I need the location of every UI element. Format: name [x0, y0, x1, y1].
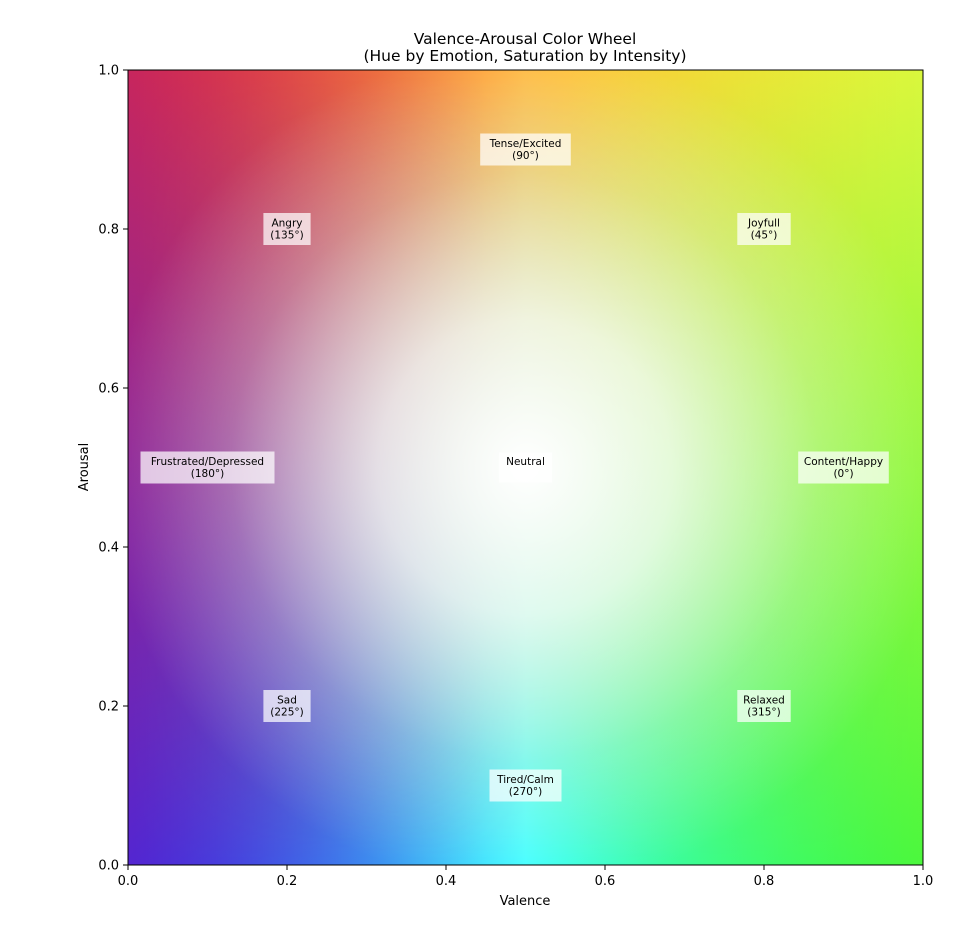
emotion-label-box	[480, 133, 571, 166]
emotion-label-name: Neutral	[506, 456, 545, 468]
emotion-label: Frustrated/Depressed(180°)	[140, 451, 275, 484]
emotion-label-angle: (315°)	[747, 707, 780, 719]
emotion-label-angle: (0°)	[833, 468, 853, 480]
emotion-label-angle: (90°)	[512, 150, 539, 162]
emotion-label: Sad(225°)	[263, 690, 311, 722]
emotion-label-box	[798, 451, 889, 484]
emotion-label-box	[737, 690, 791, 722]
emotion-label-angle: (270°)	[509, 786, 542, 798]
emotion-label: Neutral	[498, 452, 553, 483]
y-tick-label: 0.8	[98, 223, 119, 238]
emotion-label-angle: (180°)	[191, 468, 224, 480]
emotion-label: Content/Happy(0°)	[798, 451, 889, 484]
x-tick-label: 1.0	[913, 874, 934, 889]
y-tick-label: 0.2	[98, 700, 119, 715]
emotion-label-box	[498, 452, 553, 483]
x-tick-label: 0.4	[436, 874, 457, 889]
chart-title-line1: Valence-Arousal Color Wheel	[414, 30, 637, 48]
emotion-label-name: Tired/Calm	[496, 774, 554, 786]
emotion-annotations: Tense/Excited(90°) Angry(135°) Joyfull(45°…	[140, 133, 889, 802]
emotion-label-name: Tense/Excited	[489, 138, 562, 150]
y-tick-label: 0.0	[98, 859, 119, 874]
plot-frame	[127, 69, 924, 866]
emotion-label-box	[737, 213, 791, 245]
emotion-label: Angry(135°)	[263, 213, 311, 245]
y-tick-label: 1.0	[98, 64, 119, 79]
x-tick-label: 0.0	[118, 874, 139, 889]
x-tick-label: 0.8	[754, 874, 775, 889]
emotion-label-box	[263, 213, 311, 245]
y-axis-ticks: 0.0 0.2 0.4 0.6 0.8 1.0	[98, 64, 128, 874]
emotion-label-name: Relaxed	[743, 695, 785, 707]
emotion-label-box	[140, 451, 275, 484]
x-axis-label: Valence	[500, 894, 551, 909]
chart-title-line2: (Hue by Emotion, Saturation by Intensity…	[363, 47, 686, 65]
emotion-label-angle: (45°)	[751, 230, 778, 242]
x-tick-label: 0.6	[595, 874, 616, 889]
x-axis-ticks: 0.0 0.2 0.4 0.6 0.8 1.0	[118, 865, 934, 889]
emotion-label-name: Angry	[271, 218, 302, 230]
emotion-label-name: Sad	[277, 695, 297, 707]
y-tick-label: 0.4	[98, 541, 119, 556]
y-tick-label: 0.6	[98, 382, 119, 397]
x-tick-label: 0.2	[277, 874, 298, 889]
emotion-label: Relaxed(315°)	[737, 690, 791, 722]
emotion-label-angle: (225°)	[270, 707, 303, 719]
y-axis-label: Arousal	[77, 443, 92, 492]
emotion-label-box	[263, 690, 311, 722]
emotion-label: Joyfull(45°)	[737, 213, 791, 245]
emotion-label-box	[489, 769, 562, 802]
emotion-label-name: Frustrated/Depressed	[151, 456, 264, 468]
emotion-label: Tense/Excited(90°)	[480, 133, 571, 166]
emotion-label-name: Content/Happy	[804, 456, 883, 468]
emotion-label: Tired/Calm(270°)	[489, 769, 562, 802]
emotion-label-name: Joyfull	[747, 218, 780, 230]
emotion-label-angle: (135°)	[270, 230, 303, 242]
